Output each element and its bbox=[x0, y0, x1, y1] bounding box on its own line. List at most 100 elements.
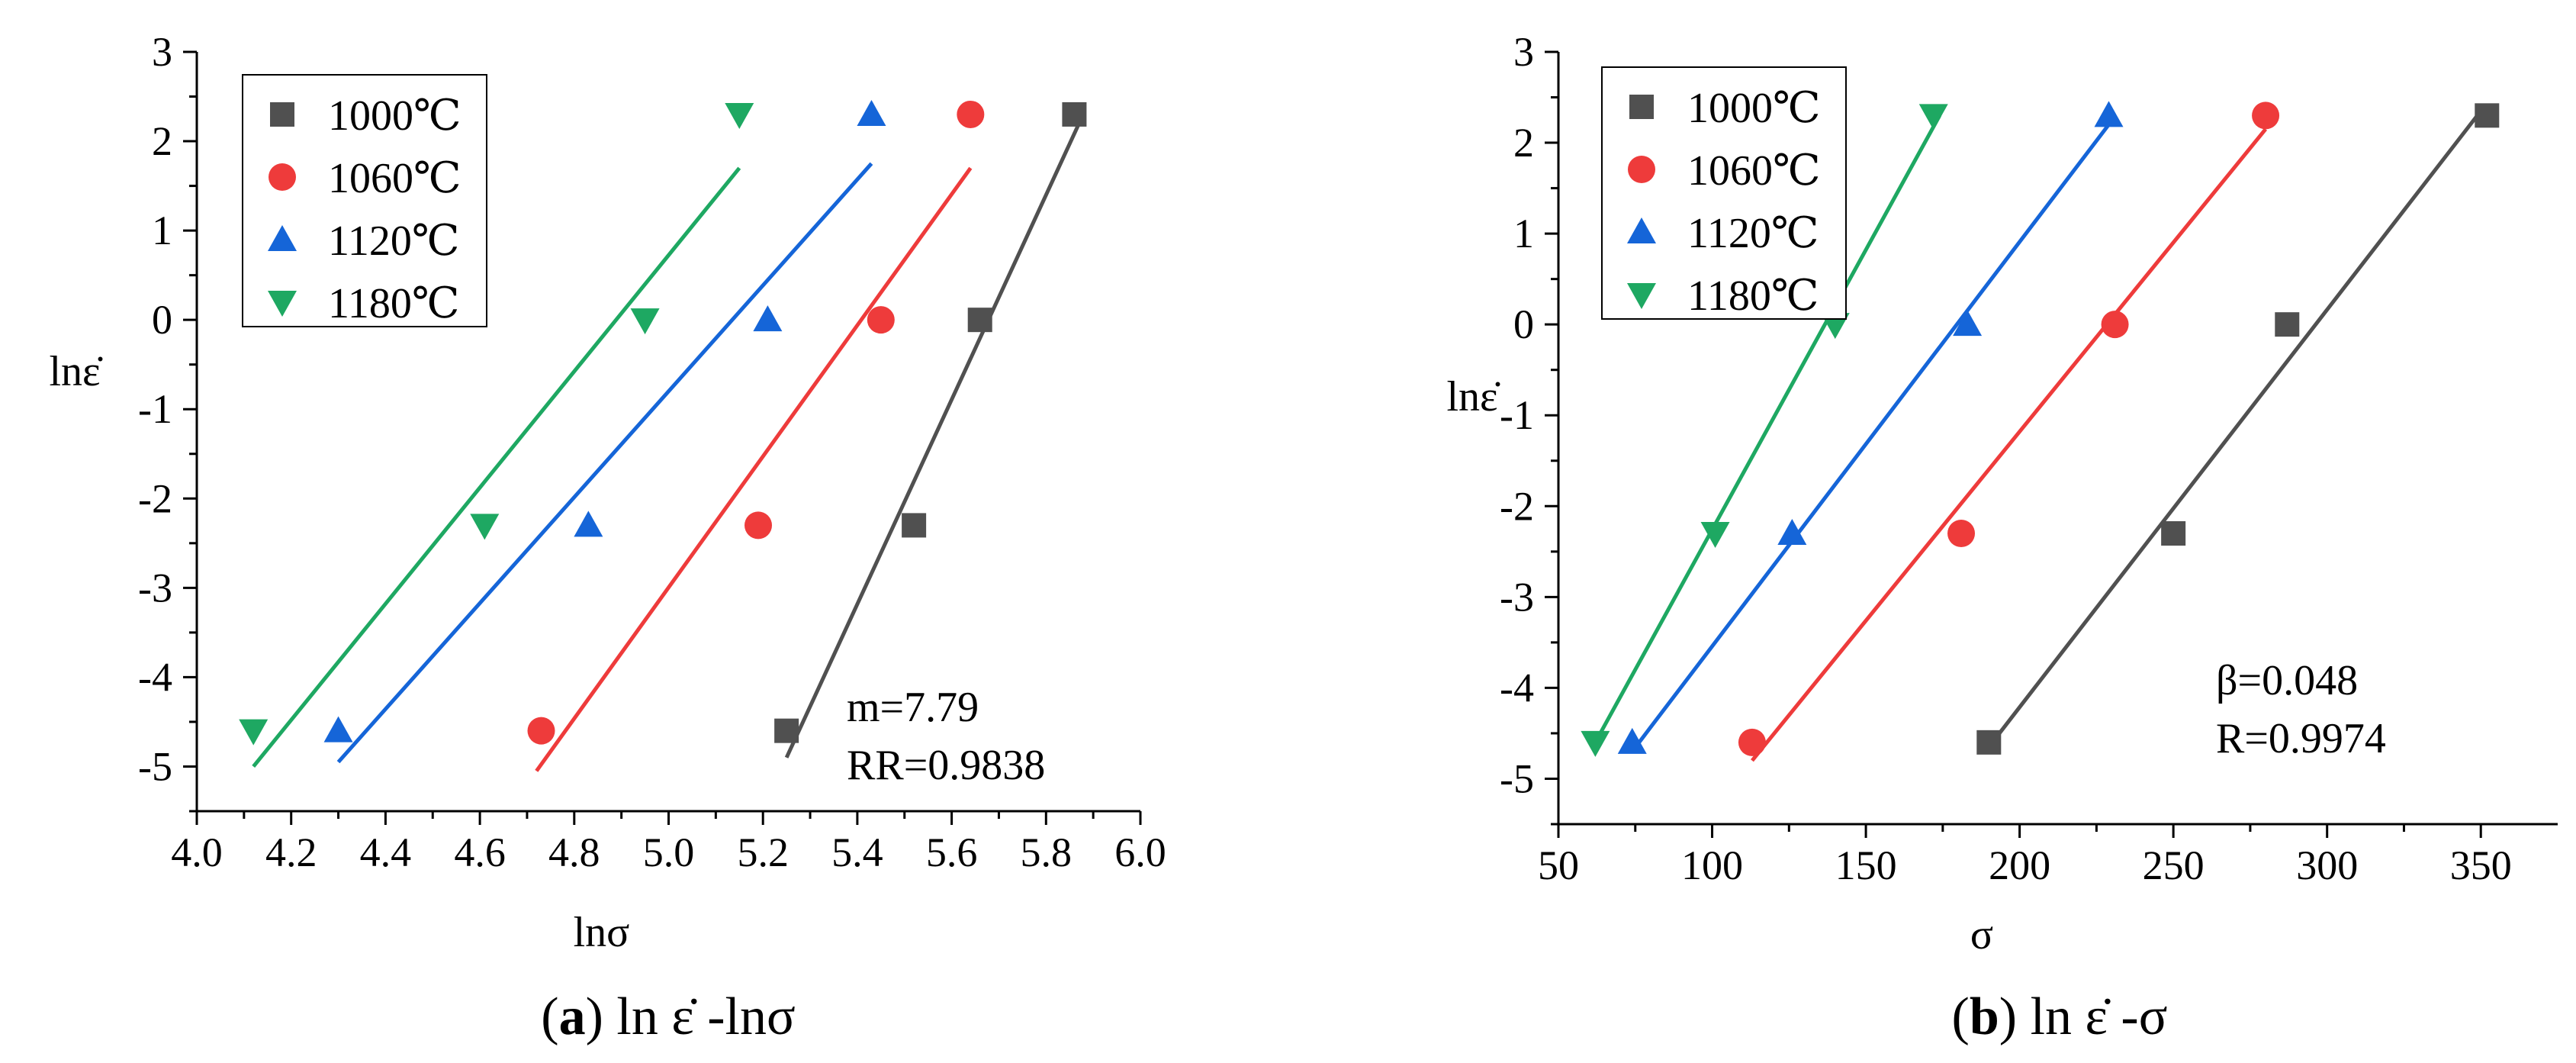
legend-marker bbox=[270, 102, 294, 127]
caption-text: ln ε̇ -lnσ bbox=[603, 987, 796, 1046]
fit-line bbox=[336, 162, 873, 764]
legend-label: 1120℃ bbox=[328, 217, 460, 265]
data-point bbox=[957, 100, 985, 128]
legend: 1000℃ 1060℃ 1120℃ 1180℃ bbox=[1601, 66, 1847, 320]
data-point bbox=[1738, 728, 1766, 756]
data-point bbox=[2094, 101, 2124, 127]
legend-label: 1000℃ bbox=[328, 92, 461, 140]
y-tick-label: -4 bbox=[1500, 665, 1534, 710]
fit-annotation: m=7.79 bbox=[847, 684, 979, 731]
caption-paren-close: ) bbox=[1999, 987, 2017, 1046]
x-tick-label: 150 bbox=[1835, 842, 1897, 888]
x-tick-label: 350 bbox=[2450, 842, 2512, 888]
data-point bbox=[1947, 520, 1976, 548]
data-point bbox=[753, 305, 783, 332]
y-tick-label: -4 bbox=[138, 654, 172, 700]
caption-paren-open: ( bbox=[1952, 987, 1970, 1046]
legend-marker bbox=[268, 291, 297, 317]
data-point bbox=[857, 99, 886, 126]
y-tick-label: -2 bbox=[138, 475, 172, 521]
fit-line bbox=[252, 166, 741, 768]
legend-marker bbox=[269, 163, 296, 191]
x-tick-label: 6.0 bbox=[1114, 829, 1166, 875]
y-tick-label: -2 bbox=[1500, 483, 1534, 529]
legend-marker bbox=[1627, 283, 1656, 309]
y-tick-label: -3 bbox=[1500, 574, 1534, 620]
data-point bbox=[1581, 730, 1610, 757]
data-point bbox=[574, 511, 603, 537]
fit-line bbox=[535, 166, 973, 772]
legend: 1000℃ 1060℃ 1120℃ 1180℃ bbox=[242, 74, 487, 327]
x-tick-label: 4.6 bbox=[454, 829, 506, 875]
x-tick-label: 5.6 bbox=[926, 829, 978, 875]
data-point bbox=[902, 513, 927, 538]
data-point bbox=[867, 306, 895, 334]
caption-letter: a bbox=[559, 987, 586, 1046]
caption-paren-close: ) bbox=[586, 987, 603, 1046]
y-axis-title: lnε̇ bbox=[1446, 373, 1500, 420]
y-tick-label: 3 bbox=[152, 29, 172, 75]
x-tick-label: 5.8 bbox=[1021, 829, 1073, 875]
x-tick-label: 4.4 bbox=[360, 829, 412, 875]
series-1 bbox=[527, 100, 985, 772]
data-point bbox=[1617, 727, 1647, 754]
data-point bbox=[1918, 104, 1948, 130]
data-point bbox=[239, 719, 269, 746]
data-point bbox=[2252, 101, 2280, 130]
y-tick-label: 1 bbox=[152, 208, 172, 253]
y-tick-label: -1 bbox=[138, 386, 172, 432]
caption-text: ln ε̇ -σ bbox=[2017, 987, 2167, 1046]
legend-label: 1180℃ bbox=[1687, 272, 1819, 320]
fit-line bbox=[1987, 109, 2483, 749]
series-2 bbox=[1617, 101, 2124, 754]
fit-line bbox=[784, 122, 1081, 759]
data-point bbox=[2161, 521, 2186, 546]
panel-caption: (b) ln ε̇ -σ bbox=[1952, 987, 2168, 1046]
data-point bbox=[1953, 310, 1983, 337]
data-point bbox=[470, 514, 500, 540]
y-tick-label: -5 bbox=[138, 743, 172, 789]
x-tick-label: 5.4 bbox=[831, 829, 883, 875]
data-point bbox=[630, 308, 660, 335]
data-point bbox=[725, 102, 754, 129]
series-0 bbox=[774, 101, 1087, 759]
data-point bbox=[2275, 312, 2300, 337]
y-tick-label: -1 bbox=[1500, 392, 1534, 438]
legend-label: 1060℃ bbox=[328, 155, 461, 202]
data-point bbox=[323, 716, 353, 742]
data-point bbox=[1976, 730, 2002, 755]
x-tick-label: 50 bbox=[1538, 842, 1579, 888]
legend-marker bbox=[268, 225, 297, 251]
x-axis-title: lnσ bbox=[574, 909, 630, 956]
y-tick-label: 3 bbox=[1513, 29, 1534, 75]
data-point bbox=[527, 717, 555, 745]
y-tick-label: 2 bbox=[152, 118, 172, 164]
data-point bbox=[1700, 522, 1730, 549]
data-point bbox=[1062, 101, 1087, 127]
x-tick-label: 4.2 bbox=[265, 829, 317, 875]
panel-a: 4.0 4.2 4.4 4.6 4.8 5.0 5.2 5.4 5.6 5.8 6.0 -5 -4 -3 -… bbox=[49, 29, 1166, 1046]
y-tick-label: -3 bbox=[138, 565, 172, 610]
fit-annotation: β=0.048 bbox=[2216, 657, 2358, 704]
y-tick-label: -5 bbox=[1500, 755, 1534, 801]
x-tick-label: 200 bbox=[1989, 842, 2050, 888]
legend-marker bbox=[1628, 156, 1655, 183]
axes-b: 50 100 150 200 250 300 350 -5 -4 -3 -2 -1 0 1 2 3 bbox=[1500, 29, 2558, 888]
y-axis-title: lnε̇ bbox=[49, 348, 102, 395]
y-tick-label: 1 bbox=[1513, 211, 1534, 256]
caption-letter: b bbox=[1970, 987, 1999, 1046]
data-point bbox=[1777, 519, 1807, 546]
x-tick-label: 4.8 bbox=[548, 829, 600, 875]
series-3 bbox=[239, 102, 754, 768]
data-point bbox=[744, 511, 773, 540]
y-tick-label: 0 bbox=[1513, 301, 1534, 347]
caption-paren-open: ( bbox=[541, 987, 558, 1046]
fit-annotation: R=0.9974 bbox=[2216, 715, 2386, 762]
fit-annotation: RR=0.9838 bbox=[847, 742, 1045, 789]
data-point bbox=[967, 308, 992, 333]
panel-caption: (a) ln ε̇ -lnσ bbox=[541, 987, 795, 1046]
data-point bbox=[2475, 103, 2500, 128]
fit-line bbox=[1750, 127, 2268, 762]
legend-label: 1060℃ bbox=[1687, 147, 1821, 195]
